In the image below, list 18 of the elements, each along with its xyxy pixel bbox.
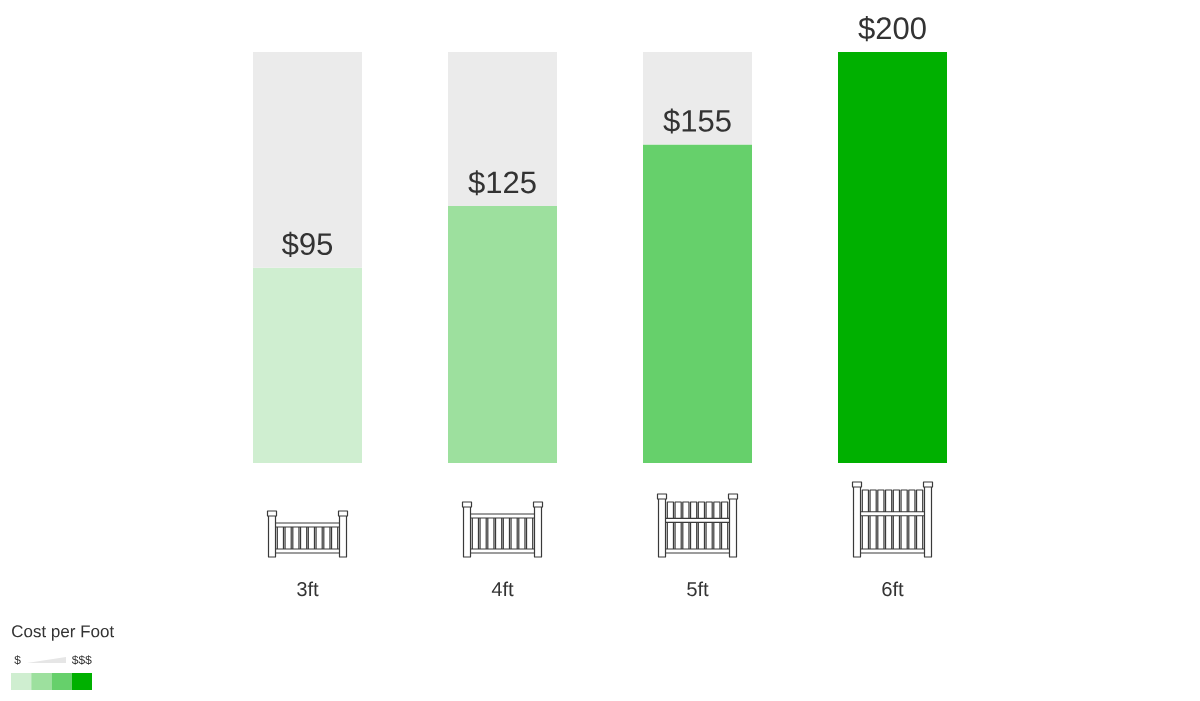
data-label: $200 — [858, 16, 926, 42]
bar — [838, 51, 948, 463]
x-tick-label: 6ft — [882, 581, 904, 597]
bar — [643, 51, 753, 145]
bar — [448, 51, 558, 207]
text: $$$ — [71, 655, 92, 665]
x-tick-label: 5ft — [687, 581, 709, 597]
legend-title: Cost per Foot — [12, 625, 115, 641]
bar — [253, 267, 363, 463]
data-label: $155 — [663, 108, 731, 134]
x-tick-label: 4ft — [491, 581, 514, 597]
x-tick-label: 3ft — [297, 581, 319, 597]
bar — [448, 206, 558, 463]
text: $ — [14, 655, 21, 665]
bar — [253, 51, 363, 268]
data-label: $95 — [281, 231, 333, 257]
data-label: $125 — [468, 170, 536, 196]
bar — [643, 144, 753, 463]
